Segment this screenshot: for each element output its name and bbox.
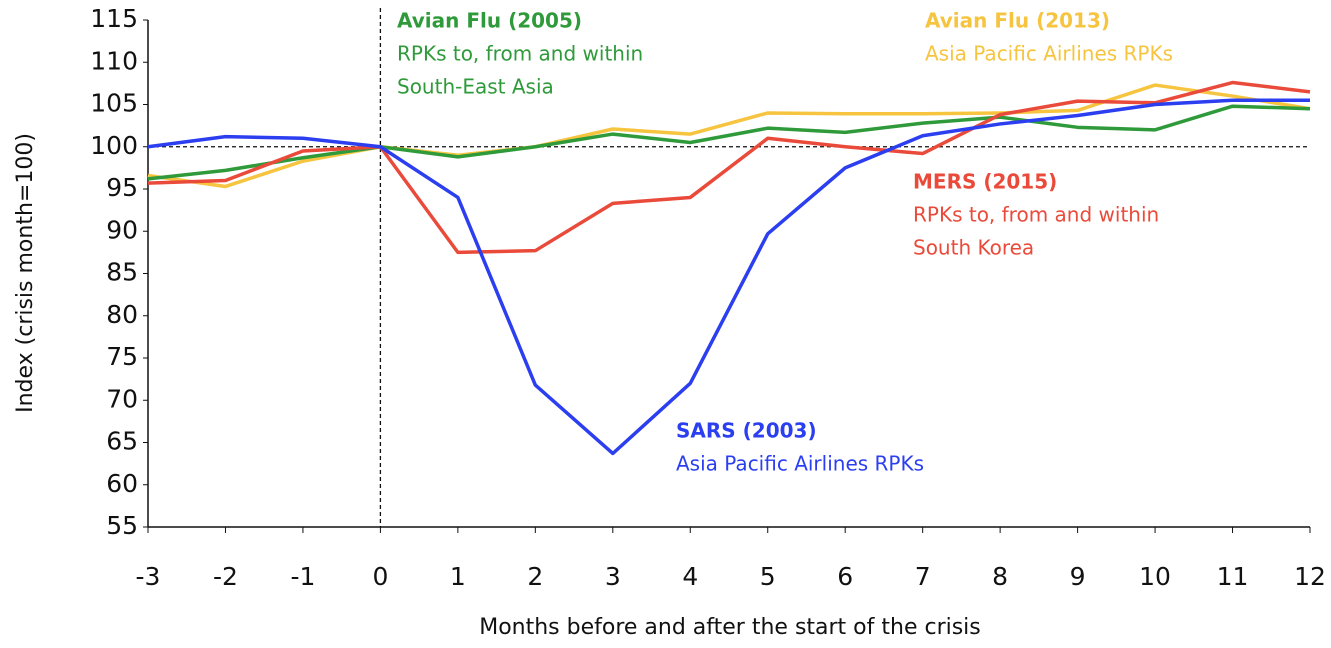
y-tick-label: 105 [90,89,138,118]
y-tick-label: 110 [90,46,138,75]
annotation-text: Asia Pacific Airlines RPKs [925,42,1173,66]
x-tick-label: 3 [605,562,621,591]
annotation-title: Avian Flu (2005) [397,9,582,33]
y-tick-label: 95 [106,173,138,202]
x-tick-label: 9 [1070,562,1086,591]
y-tick-label: 100 [90,131,138,160]
annotation-text: Asia Pacific Airlines RPKs [676,452,924,476]
x-axis-title: Months before and after the start of the… [479,615,981,640]
annotation-text: RPKs to, from and within [913,203,1159,227]
x-tick-label: 5 [760,562,776,591]
x-tick-label: 0 [372,562,388,591]
x-tick-label: 1 [450,562,466,591]
series-line [147,104,1311,181]
y-tick-label: 115 [90,4,138,33]
series-line [147,80,1311,255]
x-tick-label: 11 [1217,562,1249,591]
annotation-text: RPKs to, from and within [397,42,643,66]
annotation-text: South Korea [913,236,1034,260]
y-tick-label: 65 [106,427,138,456]
annotation-title: MERS (2015) [913,170,1057,194]
x-tick-label: -3 [136,562,161,591]
x-tick-label: -1 [290,562,315,591]
y-tick-label: 80 [106,300,138,329]
y-tick-label: 70 [106,384,138,413]
x-tick-label: 12 [1294,562,1326,591]
x-tick-label: 7 [915,562,931,591]
x-tick-label: 10 [1139,562,1171,591]
annotation-title: Avian Flu (2013) [925,9,1110,33]
x-tick-label: 6 [837,562,853,591]
annotation-text: South-East Asia [397,75,554,99]
y-tick-label: 85 [106,258,138,287]
x-tick-label: -2 [213,562,238,591]
y-tick-label: 90 [106,215,138,244]
y-tick-label: 60 [106,469,138,498]
series-line [147,98,1310,456]
x-tick-label: 2 [527,562,543,591]
y-tick-label: 75 [106,342,138,371]
annotation-title: SARS (2003) [676,419,817,443]
y-axis-title: Index (crisis month=100) [13,133,38,413]
x-tick-label: 8 [992,562,1008,591]
y-tick-label: 55 [106,511,138,540]
x-tick-label: 4 [682,562,698,591]
